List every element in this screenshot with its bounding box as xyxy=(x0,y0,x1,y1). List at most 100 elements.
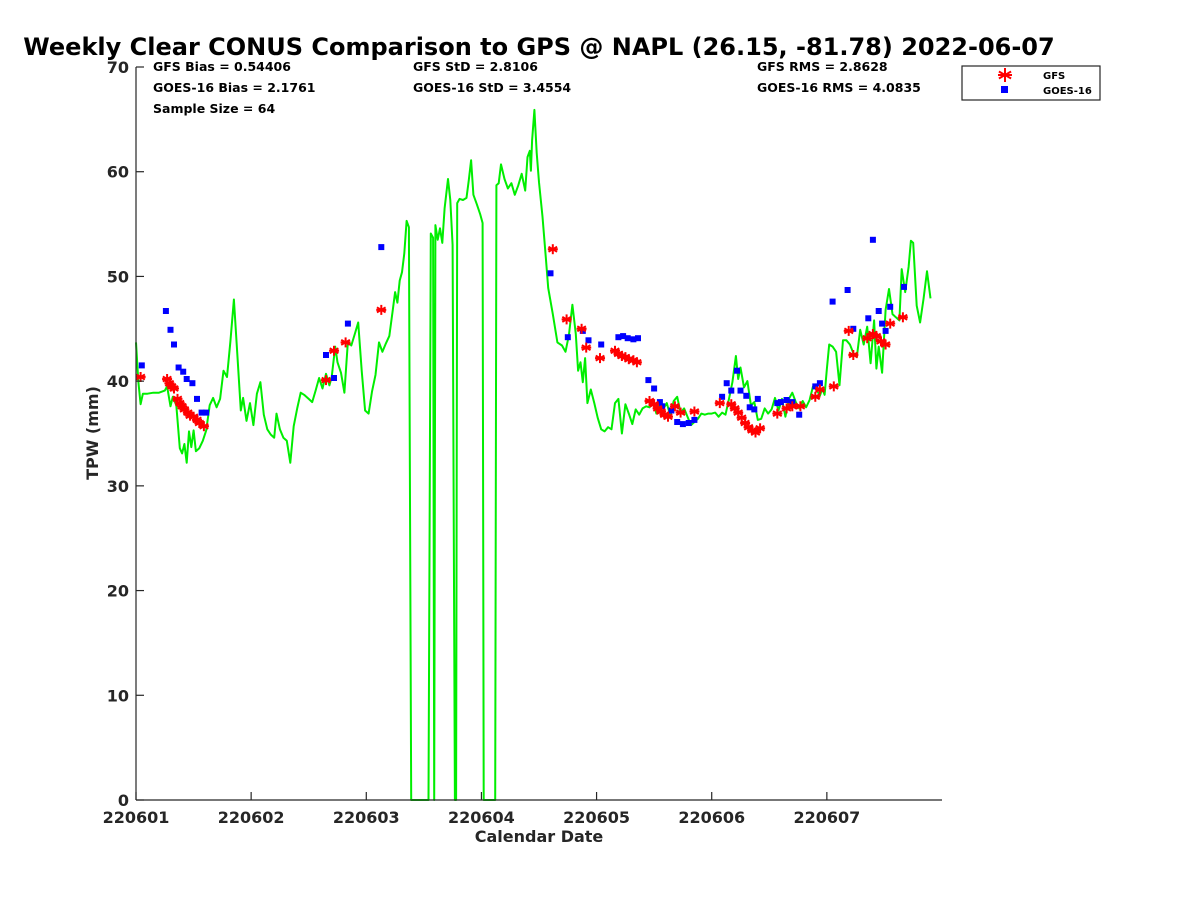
goes16-point xyxy=(198,409,205,416)
goes16-point xyxy=(615,334,622,341)
goes16-point xyxy=(723,380,730,387)
gfs-point xyxy=(810,391,821,402)
gfs-point xyxy=(871,331,882,342)
gfs-point xyxy=(581,342,592,353)
series-gfs xyxy=(135,244,908,438)
y-tick-label: 70 xyxy=(107,58,129,77)
goes16-point xyxy=(829,298,836,305)
gfs-point xyxy=(631,357,642,368)
chart-title: Weekly Clear CONUS Comparison to GPS @ N… xyxy=(23,33,1054,61)
gfs-point xyxy=(897,312,908,323)
gfs-point xyxy=(885,318,896,329)
legend-goes16-label: GOES-16 xyxy=(1043,86,1092,97)
legend-gfs-star xyxy=(998,68,1012,82)
goes16-point xyxy=(869,236,876,243)
goes16-point xyxy=(796,411,803,418)
y-tick-label: 20 xyxy=(107,582,129,601)
goes16-point xyxy=(344,320,351,327)
gfs-point xyxy=(561,314,572,325)
gfs-point xyxy=(755,423,766,434)
x-tick-label: 220603 xyxy=(333,808,400,827)
gfs-point xyxy=(675,407,686,418)
goes16-point xyxy=(879,320,886,327)
x-tick-label: 220604 xyxy=(448,808,515,827)
legend: GFS GOES-16 xyxy=(961,65,1101,101)
gps-line xyxy=(135,108,932,801)
goes16-point xyxy=(743,392,750,399)
goes16-point xyxy=(630,336,637,343)
axes xyxy=(135,67,942,801)
y-tick-label: 50 xyxy=(107,267,129,286)
stat-sample-size: Sample Size = 64 xyxy=(153,101,275,116)
gfs-point xyxy=(340,337,351,348)
gfs-point xyxy=(329,345,340,356)
goes16-point xyxy=(774,400,781,407)
gfs-point xyxy=(795,401,806,412)
goes16-point xyxy=(175,364,182,371)
goes16-point xyxy=(668,407,675,414)
y-tick-label: 0 xyxy=(118,791,129,810)
y-tick-label: 40 xyxy=(107,372,129,391)
stat-goes-std: GOES-16 StD = 3.4554 xyxy=(413,80,571,95)
gfs-point xyxy=(644,396,655,406)
gfs-point xyxy=(595,353,606,364)
gfs-point xyxy=(772,408,783,419)
stat-gfs-rms: GFS RMS = 2.8628 xyxy=(757,59,888,74)
legend-gfs-marker xyxy=(998,68,1012,82)
gfs-point xyxy=(714,398,725,409)
goes16-point xyxy=(901,283,907,290)
stats-annotations: GFS Bias = 0.54406 GOES-16 Bias = 2.1761… xyxy=(153,59,921,116)
gfs-point xyxy=(320,375,331,386)
stat-goes-bias: GOES-16 Bias = 2.1761 xyxy=(153,80,315,95)
y-ticks: 0 10 20 30 40 50 60 70 xyxy=(107,58,144,810)
goes16-point xyxy=(685,420,692,426)
goes16-point xyxy=(167,326,174,333)
goes16-point xyxy=(171,341,177,348)
goes16-point xyxy=(783,397,790,403)
goes16-point xyxy=(812,383,819,390)
x-ticks: 220601 220602 220603 220604 220605 220606 2206… xyxy=(103,792,860,827)
goes16-point xyxy=(651,385,658,392)
goes16-point xyxy=(746,404,753,411)
x-tick-label: 220607 xyxy=(793,808,860,827)
goes16-point xyxy=(659,403,666,410)
goes16-point xyxy=(323,352,329,358)
goes16-point xyxy=(691,416,698,423)
goes16-point xyxy=(189,380,196,387)
goes16-point xyxy=(378,244,385,251)
gfs-point xyxy=(376,304,387,315)
goes16-point xyxy=(816,380,823,387)
goes16-point xyxy=(719,393,726,400)
legend-box xyxy=(961,65,1101,101)
gfs-point xyxy=(689,406,700,417)
goes16-point xyxy=(180,368,187,375)
legend-gfs-label: GFS xyxy=(1043,71,1065,82)
goes16-point xyxy=(754,395,761,402)
x-axis-label: Calendar Date xyxy=(475,827,604,846)
goes16-point xyxy=(751,406,758,413)
x-tick-label: 220601 xyxy=(103,808,170,827)
goes16-point xyxy=(844,287,851,293)
goes16-point xyxy=(635,335,641,342)
gfs-point xyxy=(669,401,680,412)
stat-goes-rms: GOES-16 RMS = 4.0835 xyxy=(757,80,921,95)
goes16-point xyxy=(865,315,872,322)
gfs-point xyxy=(880,339,891,350)
goes16-point xyxy=(183,376,190,382)
gfs-point xyxy=(576,323,587,334)
goes16-point xyxy=(598,341,605,348)
y-tick-label: 10 xyxy=(107,686,129,705)
goes16-point xyxy=(585,337,592,344)
gfs-point xyxy=(814,384,825,395)
y-tick-label: 30 xyxy=(107,477,129,496)
goes16-point xyxy=(734,367,740,374)
gfs-point xyxy=(135,372,146,382)
y-tick-label: 60 xyxy=(107,163,129,182)
x-tick-label: 220602 xyxy=(218,808,285,827)
y-axis-label: TPW (mm) xyxy=(83,386,102,480)
x-tick-label: 220605 xyxy=(563,808,630,827)
goes16-point xyxy=(645,377,652,384)
gfs-point xyxy=(848,350,859,360)
goes16-point xyxy=(737,387,744,394)
goes16-point xyxy=(203,409,210,416)
